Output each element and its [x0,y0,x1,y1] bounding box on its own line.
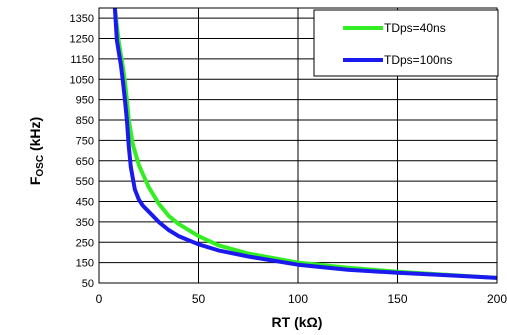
y-tick-label-1050: 1050 [70,74,94,86]
x-tick-label-50: 50 [192,292,206,306]
y-tick-label-850: 850 [76,115,94,127]
series-lines [112,8,497,280]
x-axis-title: RT (kΩ) [272,314,323,330]
y-axis-title-unit: (kHz) [27,117,43,155]
y-tick-labels: 50 150 250 350 450 550 650 750 850 950 1050 1150 125… [70,13,94,290]
legend-label-tdps-40ns: TDps=40ns [384,21,446,35]
y-tick-label-550: 550 [76,176,94,188]
y-axis-title: FOSC (kHz) [27,117,46,185]
series-line-tdps-100ns [112,8,497,280]
legend-label-tdps-100ns: TDps=100ns [384,53,452,67]
y-axis-title-main: F [27,176,43,185]
y-tick-label-350: 350 [76,217,94,229]
x-tick-label-200: 200 [487,292,507,306]
x-tick-label-0: 0 [96,292,103,306]
y-tick-label-1250: 1250 [70,34,94,46]
y-tick-label-450: 450 [76,197,94,209]
x-tick-label-100: 100 [288,292,308,306]
y-tick-label-50: 50 [82,278,94,290]
legend-box [313,9,499,77]
y-tick-label-150: 150 [76,258,94,270]
y-tick-label-750: 750 [76,135,94,147]
plot-frame [98,7,498,284]
y-axis-title-sub: OSC [35,155,46,177]
legend: TDps=40ns TDps=100ns [313,9,499,77]
x-tick-label-150: 150 [387,292,407,306]
x-tick-labels: 0 50 100 150 200 [96,292,507,306]
y-tick-label-650: 650 [76,156,94,168]
y-tick-label-950: 950 [76,95,94,107]
y-tick-label-250: 250 [76,237,94,249]
y-tick-label-1350: 1350 [70,13,94,25]
y-tick-label-1150: 1150 [70,54,94,66]
